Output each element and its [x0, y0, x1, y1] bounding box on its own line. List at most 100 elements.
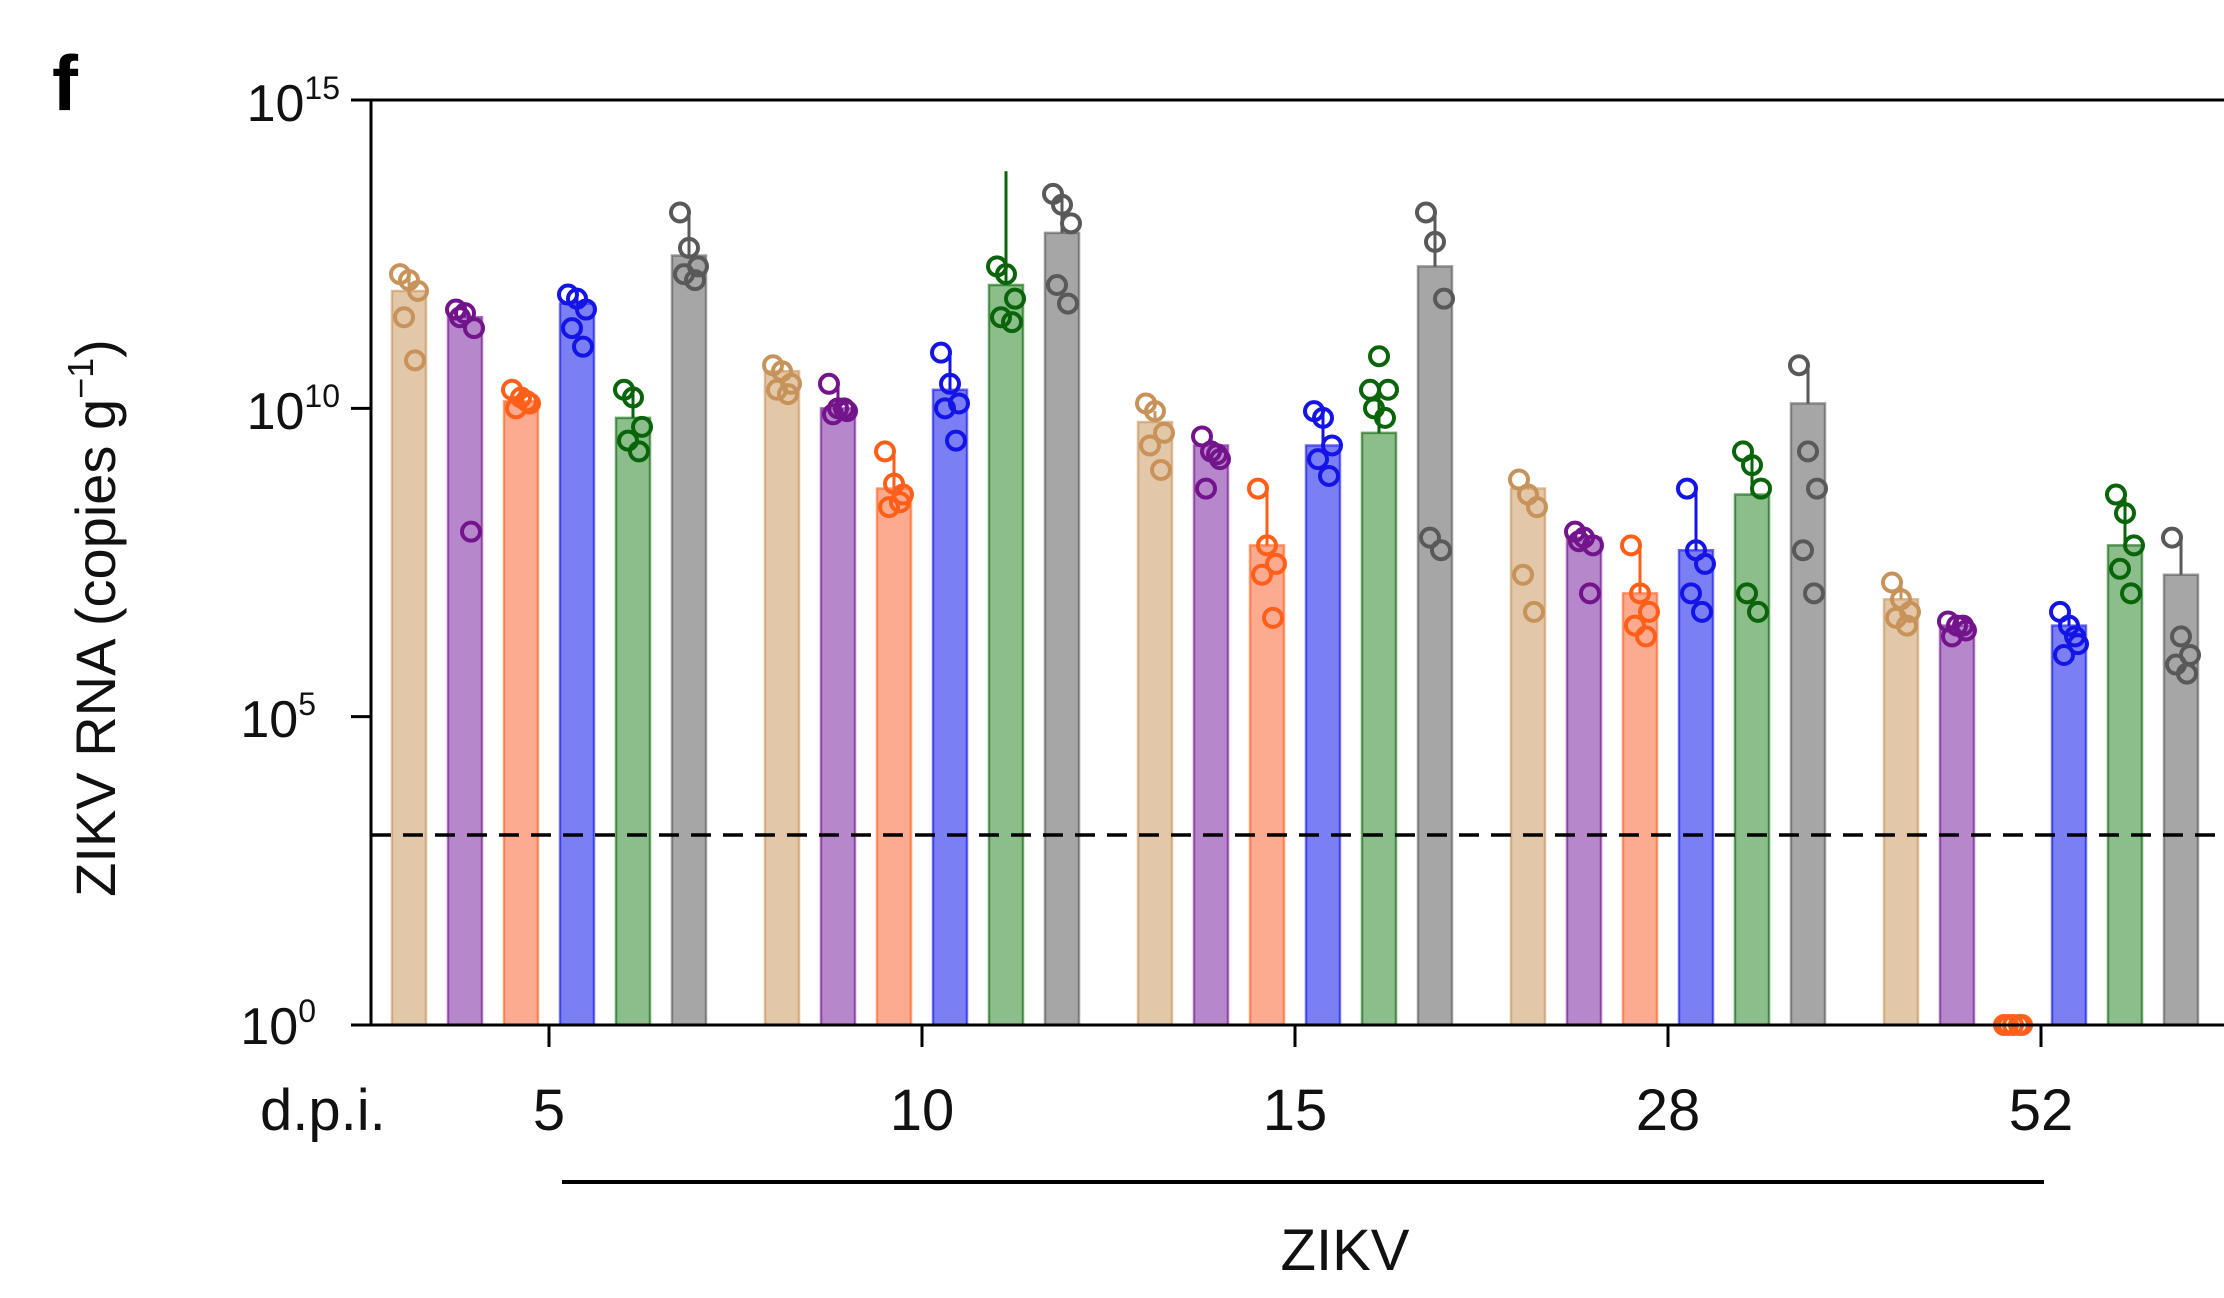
bar-52-s6: [2162, 573, 2200, 1027]
point-10-s2-5: [833, 397, 855, 420]
point-15-s4-2: [1312, 406, 1334, 429]
y-tick-marks: [351, 98, 371, 1027]
bar-group-5-s6: [669, 201, 709, 1027]
point-52-s5-3: [2123, 534, 2145, 557]
point-15-s5-5: [1374, 406, 1396, 429]
point-5-s4-3: [575, 298, 597, 321]
point-15-s2-4: [1195, 477, 1217, 500]
bar-group-10-s6: [1042, 182, 1082, 1027]
point-28-s3-3: [1638, 600, 1660, 623]
point-28-s4-5: [1691, 600, 1713, 623]
point-10-s6-4: [1046, 274, 1068, 296]
point-10-s5-2: [995, 263, 1017, 286]
bar-group-28-s3: [1620, 534, 1660, 1027]
point-28-s3-2: [1629, 582, 1651, 605]
point-5-s5-3: [631, 415, 653, 438]
point-15-s3-3: [1265, 552, 1287, 575]
point-10-s6-5: [1057, 292, 1079, 315]
bar-group-5-s4: [557, 283, 597, 1027]
point-52-s1-5: [1896, 614, 1918, 637]
bar-group-28-s5: [1732, 440, 1772, 1027]
bar-group-15-s4: [1303, 400, 1343, 1027]
point-52-s6-2: [2170, 625, 2192, 648]
point-15-s6-2: [1424, 230, 1446, 253]
point-15-s6-4: [1419, 526, 1441, 549]
bar-group-15-s2: [1191, 425, 1231, 1027]
point-52-s6-1: [2161, 526, 2183, 549]
point-5-s4-5: [572, 335, 594, 358]
bar-group-10-s1: [762, 354, 802, 1027]
point-5-s2-4: [449, 306, 471, 329]
bar-28-s5: [1733, 493, 1771, 1027]
point-28-s3-4: [1624, 614, 1646, 637]
bar-15-s6: [1416, 265, 1454, 1027]
point-5-s2-5: [460, 520, 482, 543]
bar-group-15-s1: [1135, 392, 1175, 1027]
bar-group-10-s2: [818, 372, 858, 1027]
point-5-s5-4: [617, 429, 639, 452]
bar-52-s1: [1882, 598, 1920, 1027]
x-tick-label-10: 10: [890, 1078, 955, 1143]
point-10-s2-3: [836, 400, 858, 423]
bar-15-s2: [1192, 444, 1230, 1027]
point-28-s1-5: [1523, 600, 1545, 623]
x-axis-prefix: d.p.i.: [260, 1078, 386, 1143]
point-15-s6-3: [1433, 287, 1455, 310]
y-tick-label-1e5: 105: [240, 686, 316, 749]
point-5-s3-5: [516, 390, 538, 413]
point-5-s6-4: [673, 263, 695, 286]
bar-group-15-s6: [1415, 201, 1455, 1027]
bar-group-10-s3: [874, 440, 914, 1027]
point-5-s6-2: [678, 236, 700, 259]
bar-28-s3: [1621, 592, 1659, 1027]
y-tick-label-1e10: 1010: [247, 378, 340, 441]
point-52-s1-1: [1881, 571, 1903, 594]
bar-group-52-s5: [2105, 483, 2145, 1027]
bar-group-5-s2: [445, 298, 485, 1027]
point-10-s3-4: [878, 496, 900, 519]
point-10-s4-5: [945, 429, 967, 452]
bar-10-s6: [1043, 231, 1081, 1027]
bar-group-10-s4: [930, 341, 970, 1027]
point-52-s5-5: [2120, 582, 2142, 605]
x-axis-ticks: 5 10 15 28 52: [533, 1025, 2073, 1143]
bar-group-28-s6: [1788, 354, 1828, 1027]
bar-5-s4: [558, 302, 596, 1027]
point-5-s6-1: [669, 201, 691, 224]
point-10-s2-4: [822, 403, 844, 426]
point-52-s6-5: [2176, 662, 2198, 685]
bar-group-52-s4: [2049, 600, 2089, 1027]
point-15-s4-3: [1321, 434, 1343, 457]
bar-15-s4: [1304, 444, 1342, 1027]
point-5-s2-3: [463, 317, 485, 340]
x-tick-label-28: 28: [1636, 1078, 1701, 1143]
point-52-s5-1: [2105, 483, 2127, 506]
point-52-s2-5: [1952, 614, 1974, 637]
point-28-s2-5: [1579, 582, 1601, 605]
point-10-s5-4: [990, 306, 1012, 329]
point-28-s4-1: [1676, 477, 1698, 500]
bar-52-s5: [2106, 544, 2144, 1027]
bar-5-s2: [446, 315, 484, 1027]
point-5-s5-5: [628, 440, 650, 463]
point-15-s3-2: [1256, 534, 1278, 557]
y-tick-labels: 1015 1010 105 100: [240, 70, 340, 1056]
point-28-s5-3: [1750, 477, 1772, 500]
point-28-s2-4: [1568, 530, 1590, 553]
point-28-s6-3: [1806, 477, 1828, 500]
point-5-s4-4: [561, 317, 583, 340]
point-15-s5-1: [1359, 378, 1381, 401]
plot-marks: [389, 171, 2201, 1036]
bar-group-52-s2: [1937, 610, 1977, 1027]
y-tick-label-1e0: 100: [240, 993, 316, 1056]
bar-10-s2: [819, 407, 857, 1027]
point-10-s5-5: [1001, 311, 1023, 334]
point-52-s4-4: [2053, 644, 2075, 666]
point-52-s4-2: [2058, 614, 2080, 637]
y-axis-label: ZIKV RNA (copies g−1): [60, 339, 127, 897]
bar-group-10-s5: [986, 171, 1026, 1027]
bar-group-15-s5: [1359, 345, 1399, 1027]
bar-group-15-s3: [1247, 477, 1287, 1027]
point-28-s3-5: [1635, 625, 1657, 648]
group-label: ZIKV: [1281, 1218, 1410, 1283]
